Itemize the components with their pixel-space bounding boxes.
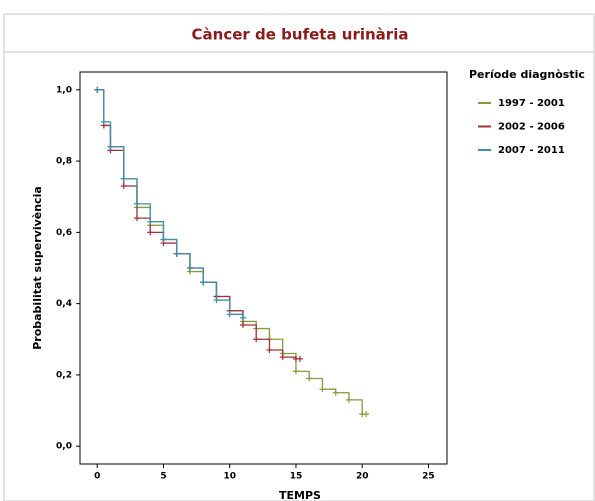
censor-mark bbox=[332, 389, 339, 396]
frame bbox=[3, 13, 595, 501]
censor-mark bbox=[296, 355, 303, 362]
censor-mark bbox=[120, 175, 127, 182]
legend-label: 1997 - 2001 bbox=[498, 98, 565, 109]
x-axis-label: TEMPS bbox=[279, 489, 321, 501]
censor-mark bbox=[133, 215, 140, 222]
censor-mark bbox=[363, 411, 370, 418]
censor-mark bbox=[306, 375, 313, 382]
censor-mark bbox=[160, 236, 167, 243]
y-tick-label: 0,2 bbox=[56, 370, 72, 380]
y-axis-label: Probabilitat supervivència bbox=[31, 186, 44, 350]
censor-mark bbox=[94, 86, 101, 93]
legend-title: Període diagnòstic bbox=[469, 68, 585, 81]
x-tick-label: 0 bbox=[94, 472, 100, 482]
plot-area bbox=[79, 71, 448, 465]
censor-mark bbox=[147, 229, 154, 236]
censor-mark bbox=[345, 396, 352, 403]
x-tick-label: 15 bbox=[290, 472, 303, 482]
censor-mark bbox=[133, 200, 140, 207]
y-tick-label: 1,0 bbox=[56, 85, 72, 95]
censor-mark bbox=[319, 386, 326, 393]
censor-mark bbox=[120, 183, 127, 190]
censor-mark bbox=[200, 279, 207, 286]
y-tick-label: 0,8 bbox=[56, 157, 72, 167]
censor-mark bbox=[239, 322, 246, 329]
y-tick-label: 0,0 bbox=[56, 442, 72, 452]
x-tick-label: 10 bbox=[223, 472, 236, 482]
x-tick-label: 5 bbox=[160, 472, 166, 482]
censor-mark bbox=[107, 143, 114, 150]
censor-mark bbox=[253, 336, 260, 343]
legend-label: 2007 - 2011 bbox=[498, 145, 565, 156]
y-tick-label: 0,6 bbox=[56, 228, 72, 238]
x-tick-label: 25 bbox=[422, 472, 435, 482]
y-tick-label: 0,4 bbox=[56, 299, 72, 309]
censor-mark bbox=[186, 265, 193, 271]
censor-mark bbox=[239, 314, 246, 321]
censor-mark bbox=[226, 311, 233, 318]
censor-mark bbox=[266, 346, 273, 353]
censor-mark bbox=[279, 354, 286, 361]
chart-title: Càncer de bufeta urinària bbox=[192, 26, 409, 44]
legend-label: 2002 - 2006 bbox=[498, 122, 565, 133]
censor-mark bbox=[100, 118, 107, 125]
censor-mark bbox=[173, 250, 180, 257]
censor-mark bbox=[292, 368, 299, 375]
x-tick-label: 20 bbox=[356, 472, 369, 482]
censor-mark bbox=[147, 218, 154, 225]
censor-mark bbox=[213, 297, 220, 304]
